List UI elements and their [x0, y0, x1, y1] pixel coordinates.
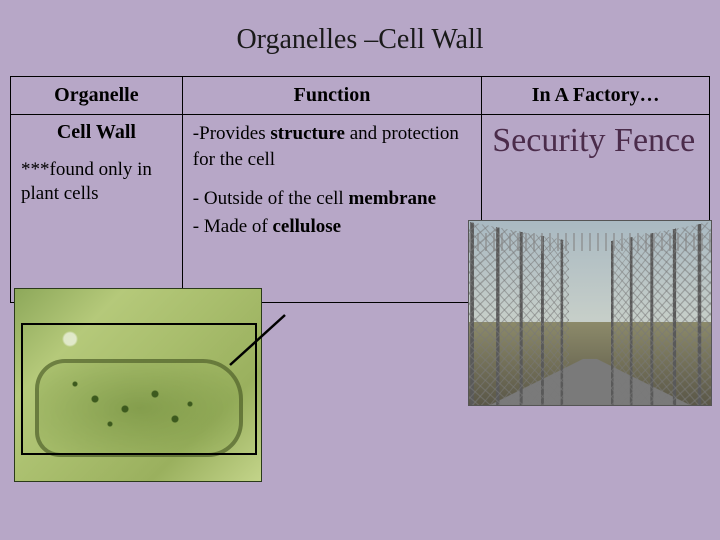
- function-line-1: -Provides structure and protection for t…: [193, 121, 471, 172]
- function-line-3: - Made of cellulose: [193, 214, 471, 240]
- organelle-name: Cell Wall: [21, 121, 172, 144]
- header-organelle: Organelle: [11, 77, 183, 115]
- text-bold: structure: [270, 123, 345, 144]
- slide-title: Organelles –Cell Wall: [0, 0, 720, 76]
- header-factory: In A Factory…: [482, 77, 710, 115]
- barbed-wire-icon: [469, 233, 711, 251]
- security-fence-image: [468, 220, 712, 406]
- function-line-2: - Outside of the cell membrane: [193, 186, 471, 212]
- header-function: Function: [182, 77, 481, 115]
- text: - Outside of the cell: [193, 188, 349, 209]
- cell-organelle: Cell Wall ***found only in plant cells: [11, 115, 183, 303]
- text-bold: membrane: [348, 188, 436, 209]
- organelle-note: ***found only in plant cells: [21, 158, 172, 206]
- table-header-row: Organelle Function In A Factory…: [11, 77, 710, 115]
- cell-function: -Provides structure and protection for t…: [182, 115, 481, 303]
- pointer-line-icon: [225, 310, 305, 370]
- text: -Provides: [193, 123, 271, 144]
- text: - Made of: [193, 216, 273, 237]
- text-bold: cellulose: [272, 216, 341, 237]
